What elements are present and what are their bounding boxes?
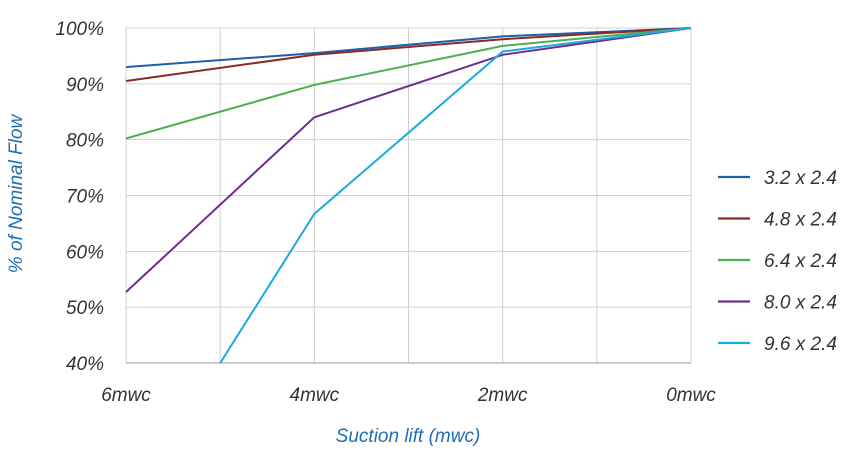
x-axis-title: Suction lift (mwc)	[336, 426, 481, 447]
y-tick-label: 90%	[66, 75, 104, 96]
y-tick-label: 80%	[66, 131, 104, 152]
y-tick-label: 100%	[55, 19, 104, 40]
x-tick-label: 4mwc	[290, 385, 340, 406]
series-line-5	[219, 27, 692, 364]
x-tick-label: 2mwc	[477, 385, 528, 406]
series-line-1	[125, 27, 692, 69]
legend-label: 3.2 x 2.4	[764, 168, 837, 189]
x-tick-labels: 6mwc 4mwc 2mwc 0mwc	[101, 385, 716, 406]
x-tick-label: 0mwc	[666, 385, 716, 406]
y-tick-label: 40%	[66, 354, 104, 375]
y-tick-label: 50%	[66, 298, 104, 319]
legend-label: 6.4 x 2.4	[764, 251, 837, 272]
y-tick-label: 60%	[66, 242, 104, 263]
x-tick-label: 6mwc	[101, 385, 151, 406]
legend-label: 8.0 x 2.4	[764, 293, 837, 314]
y-tick-label: 70%	[66, 187, 104, 208]
series-line-3	[125, 27, 692, 140]
series-lines	[125, 27, 692, 364]
legend-label: 4.8 x 2.4	[764, 210, 837, 231]
legend: 3.2 x 2.4 4.8 x 2.4 6.4 x 2.4 8.0 x 2.4 9.6 …	[718, 168, 837, 355]
y-tick-labels: 40% 50% 60% 70% 80% 90% 100%	[55, 19, 104, 375]
legend-label: 9.6 x 2.4	[764, 334, 837, 355]
grid-lines	[125, 27, 692, 364]
y-axis-title: % of Nominal Flow	[6, 114, 27, 274]
series-line-4	[125, 27, 692, 293]
series-line-2	[125, 27, 692, 82]
